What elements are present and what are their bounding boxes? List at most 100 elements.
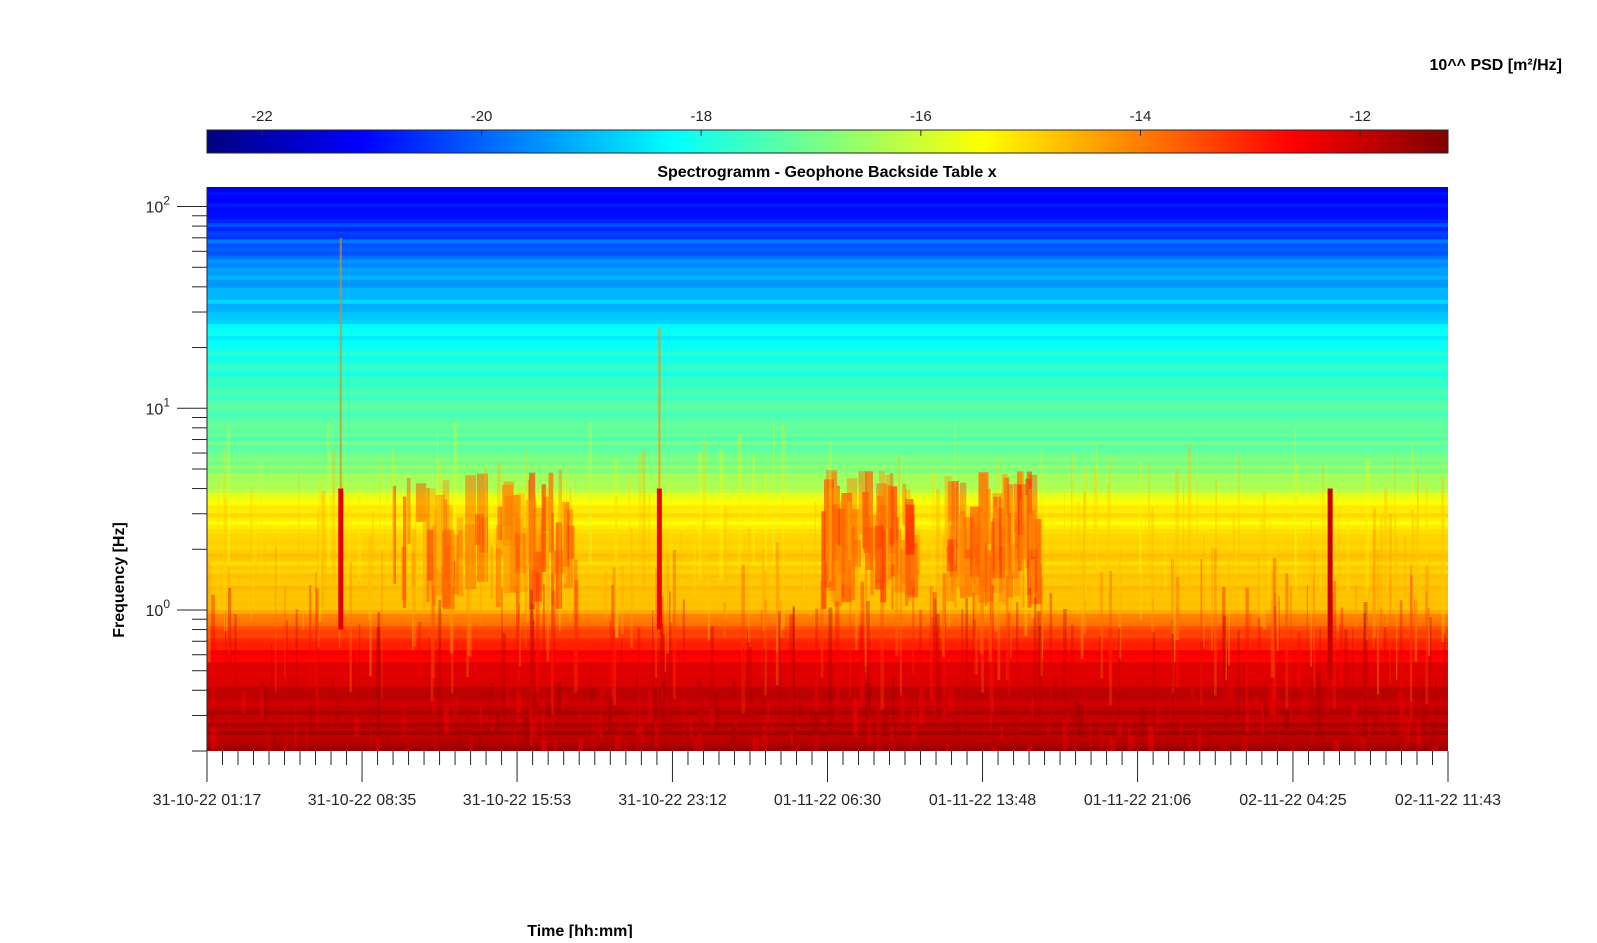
texture-streak: [741, 564, 745, 714]
texture-streak: [1263, 682, 1266, 742]
transient-event: [338, 237, 344, 630]
texture-streak: [412, 529, 417, 647]
activity-patch: [434, 509, 440, 575]
texture-streak: [679, 531, 683, 568]
activity-patch: [402, 496, 407, 609]
texture-streak: [814, 685, 817, 701]
texture-streak: [692, 535, 697, 597]
texture-streak: [847, 501, 851, 561]
texture-streak: [1062, 719, 1067, 751]
texture-streak: [1444, 693, 1447, 712]
texture-streak: [827, 687, 832, 699]
texture-streak: [864, 568, 868, 673]
texture-streak: [747, 628, 749, 705]
texture-streak: [709, 709, 715, 727]
texture-streak: [1171, 619, 1174, 731]
texture-streak: [710, 625, 714, 709]
texture-streak: [772, 422, 775, 564]
texture-streak: [732, 681, 736, 697]
activity-patch: [446, 537, 454, 584]
texture-streak: [1320, 729, 1324, 740]
frequency-band: [207, 259, 1448, 265]
activity-patch: [885, 544, 896, 565]
texture-streak: [1156, 708, 1160, 734]
texture-streak: [931, 471, 935, 618]
activity-patch: [550, 550, 556, 584]
texture-streak: [813, 715, 820, 735]
event-core: [338, 488, 344, 630]
texture-streak: [265, 726, 272, 751]
frequency-band: [207, 311, 1448, 317]
texture-streak: [335, 695, 340, 725]
frequency-band: [207, 605, 1448, 611]
frequency-band: [207, 319, 1448, 325]
activity-patch: [840, 501, 849, 584]
activity-patch: [446, 504, 453, 568]
texture-streak: [1019, 500, 1022, 627]
texture-streak: [1031, 699, 1034, 715]
frequency-band: [207, 432, 1448, 438]
texture-streak: [372, 511, 374, 578]
activity-patch: [956, 514, 965, 587]
texture-streak: [1200, 641, 1204, 723]
texture-streak: [1332, 484, 1334, 594]
texture-streak: [693, 730, 696, 751]
activity-patches: [392, 469, 1042, 610]
texture-streak: [1070, 624, 1074, 688]
texture-streak: [466, 568, 469, 678]
texture-streak: [1302, 684, 1308, 715]
texture-streak: [332, 450, 336, 587]
texture-streak: [308, 585, 312, 690]
texture-streak: [502, 632, 506, 724]
activity-patch: [953, 545, 960, 588]
texture-streak: [876, 702, 881, 731]
activity-patch: [946, 546, 955, 602]
texture-streak: [1118, 548, 1122, 660]
texture-streak: [479, 514, 482, 626]
frequency-band: [207, 585, 1448, 591]
frequency-band: [207, 384, 1448, 390]
texture-streak: [1005, 514, 1009, 602]
activity-patch: [533, 507, 544, 592]
texture-streak: [882, 709, 888, 737]
texture-streak: [778, 611, 781, 738]
texture-streak: [876, 731, 880, 751]
texture-streak: [695, 680, 702, 695]
texture-streak: [919, 609, 922, 720]
texture-streak: [1344, 629, 1348, 734]
texture-streak: [354, 718, 359, 738]
activity-patch: [834, 508, 841, 543]
texture-streak: [1130, 734, 1136, 749]
activity-patch: [566, 525, 575, 559]
texture-streak: [876, 717, 879, 741]
x-axis-label: Time [hh:mm]: [527, 923, 632, 938]
texture-streak: [779, 599, 784, 639]
activity-patch: [902, 483, 907, 526]
texture-streak: [801, 542, 804, 586]
event-core: [1327, 488, 1333, 680]
frequency-band: [207, 396, 1448, 402]
texture-streak: [701, 519, 706, 587]
texture-streak: [1410, 574, 1413, 722]
texture-streak: [1333, 740, 1339, 751]
texture-streak: [989, 556, 991, 702]
texture-streak: [1164, 482, 1166, 594]
texture-streak: [497, 462, 501, 603]
texture-streak: [954, 745, 960, 751]
y-tick-exp: 1: [163, 395, 170, 409]
texture-streak: [1071, 736, 1077, 751]
texture-streak: [250, 486, 252, 622]
texture-streak: [534, 691, 539, 716]
frequency-band: [207, 231, 1448, 236]
texture-streak: [692, 686, 696, 706]
texture-streak: [1117, 546, 1121, 593]
frequency-band: [207, 650, 1448, 655]
texture-streak: [369, 536, 372, 677]
texture-streak: [1221, 740, 1228, 751]
activity-patch: [1018, 484, 1022, 571]
texture-streak: [1099, 730, 1104, 751]
texture-streak: [796, 745, 800, 751]
texture-streak: [234, 614, 237, 699]
activity-patch: [877, 495, 885, 552]
